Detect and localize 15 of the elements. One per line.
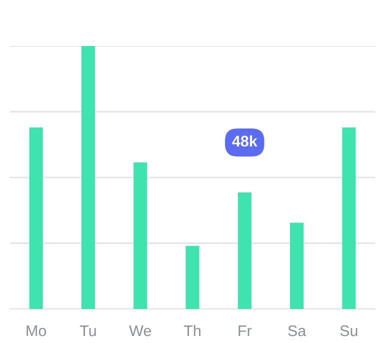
bar [81,46,95,309]
x-tick-label: Fr [238,326,252,336]
x-tick-label: Th [184,324,200,336]
bar [134,162,148,309]
bar [238,192,252,309]
annotation: 48k [232,135,258,147]
x-tick-label: Tu [80,326,96,336]
bar [342,128,356,309]
x-tick-label: Sa [288,325,306,336]
x-tick-label: Mo [26,326,46,336]
bar [290,222,304,309]
bar [186,246,200,309]
x-tick-label: We [129,326,152,336]
x-tick-label: Su [340,325,358,336]
bar [29,128,43,309]
